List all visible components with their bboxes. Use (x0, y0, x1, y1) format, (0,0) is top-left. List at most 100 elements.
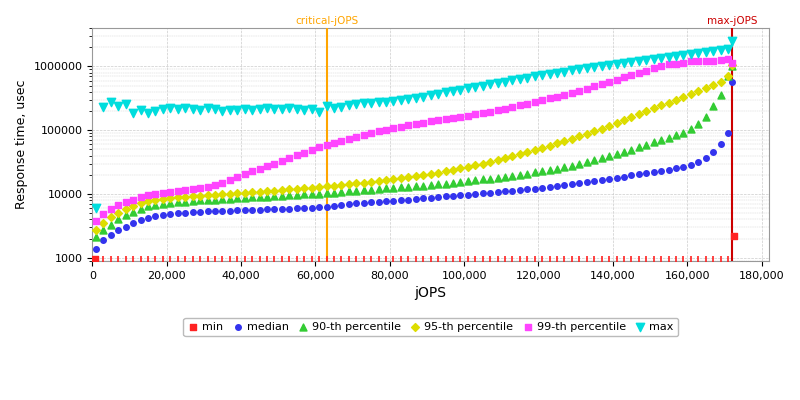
95-th percentile (231, 190, 244, 196)
median (550, 182, 563, 189)
90-th percentile (105, 222, 118, 228)
99-th percentile (268, 160, 281, 167)
95-th percentile (462, 164, 474, 170)
99-th percentile (573, 88, 586, 94)
99-th percentile (647, 65, 660, 72)
90-th percentile (231, 195, 244, 202)
99-th percentile (699, 58, 712, 65)
median (610, 174, 623, 181)
90-th percentile (275, 192, 288, 199)
90-th percentile (566, 162, 578, 169)
95-th percentile (223, 191, 236, 197)
median (201, 208, 214, 215)
99-th percentile (394, 124, 407, 130)
median (216, 208, 229, 214)
99-th percentile (439, 116, 452, 122)
99-th percentile (726, 60, 738, 66)
90-th percentile (238, 194, 251, 201)
median (358, 200, 370, 206)
median (677, 163, 690, 170)
95-th percentile (179, 194, 192, 200)
max (692, 50, 705, 56)
max (209, 106, 222, 112)
95-th percentile (610, 120, 623, 126)
median (275, 206, 288, 212)
99-th percentile (640, 67, 653, 74)
95-th percentile (306, 184, 318, 191)
95-th percentile (543, 142, 556, 149)
median (394, 197, 407, 203)
95-th percentile (654, 102, 667, 109)
max (543, 71, 556, 77)
median (283, 206, 296, 212)
99-th percentile (462, 112, 474, 119)
median (469, 191, 482, 197)
99-th percentile (112, 202, 125, 208)
median (157, 212, 170, 218)
90-th percentile (498, 174, 511, 180)
90-th percentile (283, 192, 296, 198)
95-th percentile (677, 94, 690, 100)
95-th percentile (387, 176, 400, 182)
median (633, 171, 646, 178)
median (179, 210, 192, 216)
median (194, 208, 206, 215)
median (514, 187, 526, 193)
90-th percentile (298, 191, 310, 198)
max (142, 109, 154, 116)
max (171, 106, 184, 112)
95-th percentile (97, 220, 110, 226)
99-th percentile (126, 196, 139, 203)
95-th percentile (662, 99, 675, 106)
95-th percentile (327, 182, 340, 189)
median (602, 176, 615, 182)
max (372, 99, 385, 106)
99-th percentile (610, 76, 623, 83)
99-th percentile (105, 206, 118, 212)
90-th percentile (424, 182, 437, 188)
95-th percentile (246, 189, 258, 196)
95-th percentile (476, 160, 489, 167)
median (402, 196, 414, 203)
90-th percentile (134, 206, 147, 212)
90-th percentile (119, 212, 132, 218)
90-th percentile (358, 187, 370, 194)
max (283, 105, 296, 112)
99-th percentile (670, 61, 682, 67)
90-th percentile (365, 186, 378, 193)
99-th percentile (164, 188, 177, 195)
90-th percentile (246, 194, 258, 201)
max (454, 86, 466, 93)
max (558, 68, 571, 75)
90-th percentile (543, 167, 556, 173)
95-th percentile (372, 178, 385, 184)
95-th percentile (692, 88, 705, 94)
max (134, 106, 147, 113)
95-th percentile (142, 198, 154, 204)
median (670, 165, 682, 171)
max (231, 107, 244, 114)
max (327, 105, 340, 112)
max (506, 77, 519, 84)
max (654, 54, 667, 61)
90-th percentile (313, 190, 326, 197)
max (119, 101, 132, 107)
95-th percentile (521, 149, 534, 155)
90-th percentile (186, 198, 199, 204)
90-th percentile (714, 92, 727, 98)
95-th percentile (275, 187, 288, 193)
99-th percentile (97, 211, 110, 218)
Text: critical-jOPS: critical-jOPS (295, 16, 358, 26)
95-th percentile (699, 85, 712, 91)
max (90, 205, 102, 212)
median (595, 176, 608, 183)
99-th percentile (446, 115, 459, 121)
median (726, 79, 738, 85)
90-th percentile (633, 144, 646, 150)
99-th percentile (558, 92, 571, 98)
90-th percentile (157, 200, 170, 207)
99-th percentile (231, 174, 244, 180)
median (171, 210, 184, 216)
max (514, 76, 526, 82)
99-th percentile (662, 61, 675, 67)
